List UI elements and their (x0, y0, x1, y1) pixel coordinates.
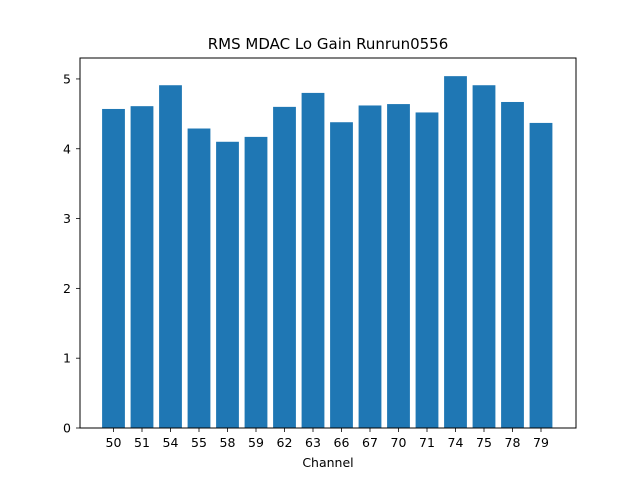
bar-channel-74 (444, 76, 467, 429)
bar-channel-67 (358, 105, 382, 428)
chart-title: RMS MDAC Lo Gain Runrun0556 (208, 35, 449, 53)
bar-channel-66 (330, 122, 353, 428)
x-tick-label: 63 (305, 435, 321, 450)
x-tick-label: 62 (277, 435, 293, 450)
x-tick-label: 55 (191, 435, 207, 450)
bar-channel-63 (301, 92, 325, 428)
x-tick-label: 71 (419, 435, 435, 450)
x-tick-label: 74 (448, 435, 464, 450)
bars-group (102, 76, 553, 429)
x-tick-label: 66 (334, 435, 350, 450)
bar-channel-58 (216, 141, 239, 428)
bar-channel-50 (102, 108, 125, 429)
bar-channel-75 (472, 85, 496, 428)
x-tick-label: 58 (220, 435, 236, 450)
x-tick-label: 50 (106, 435, 122, 450)
bar-channel-62 (273, 106, 296, 429)
bar-channel-59 (244, 136, 268, 428)
x-tick-label: 79 (533, 435, 549, 450)
x-tick-label: 67 (362, 435, 378, 450)
y-tick-label: 0 (63, 421, 71, 436)
y-tick-label: 4 (63, 141, 71, 156)
bar-channel-54 (159, 85, 182, 428)
x-tick-label: 51 (134, 435, 150, 450)
y-axis-ticks: 0 1 2 3 4 5 (63, 71, 80, 436)
x-tick-label: 78 (505, 435, 521, 450)
x-tick-label: 59 (248, 435, 264, 450)
bar-channel-71 (415, 112, 439, 428)
y-tick-label: 1 (63, 351, 71, 366)
x-axis-ticks: 50 51 54 55 58 59 62 63 66 67 70 71 74 75 78 79 (106, 428, 549, 450)
x-tick-label: 70 (391, 435, 407, 450)
bar-channel-51 (130, 106, 154, 429)
bar-channel-55 (187, 128, 211, 428)
plot-area-frame (79, 57, 577, 429)
bar-channel-70 (387, 104, 410, 428)
x-tick-label: 75 (476, 435, 492, 450)
y-tick-label: 3 (63, 211, 71, 226)
x-axis-label: Channel (302, 455, 353, 470)
y-tick-label: 2 (63, 281, 71, 296)
bar-channel-78 (501, 101, 524, 428)
x-tick-label: 54 (163, 435, 179, 450)
y-tick-label: 5 (63, 71, 71, 86)
bar-channel-79 (529, 122, 553, 429)
